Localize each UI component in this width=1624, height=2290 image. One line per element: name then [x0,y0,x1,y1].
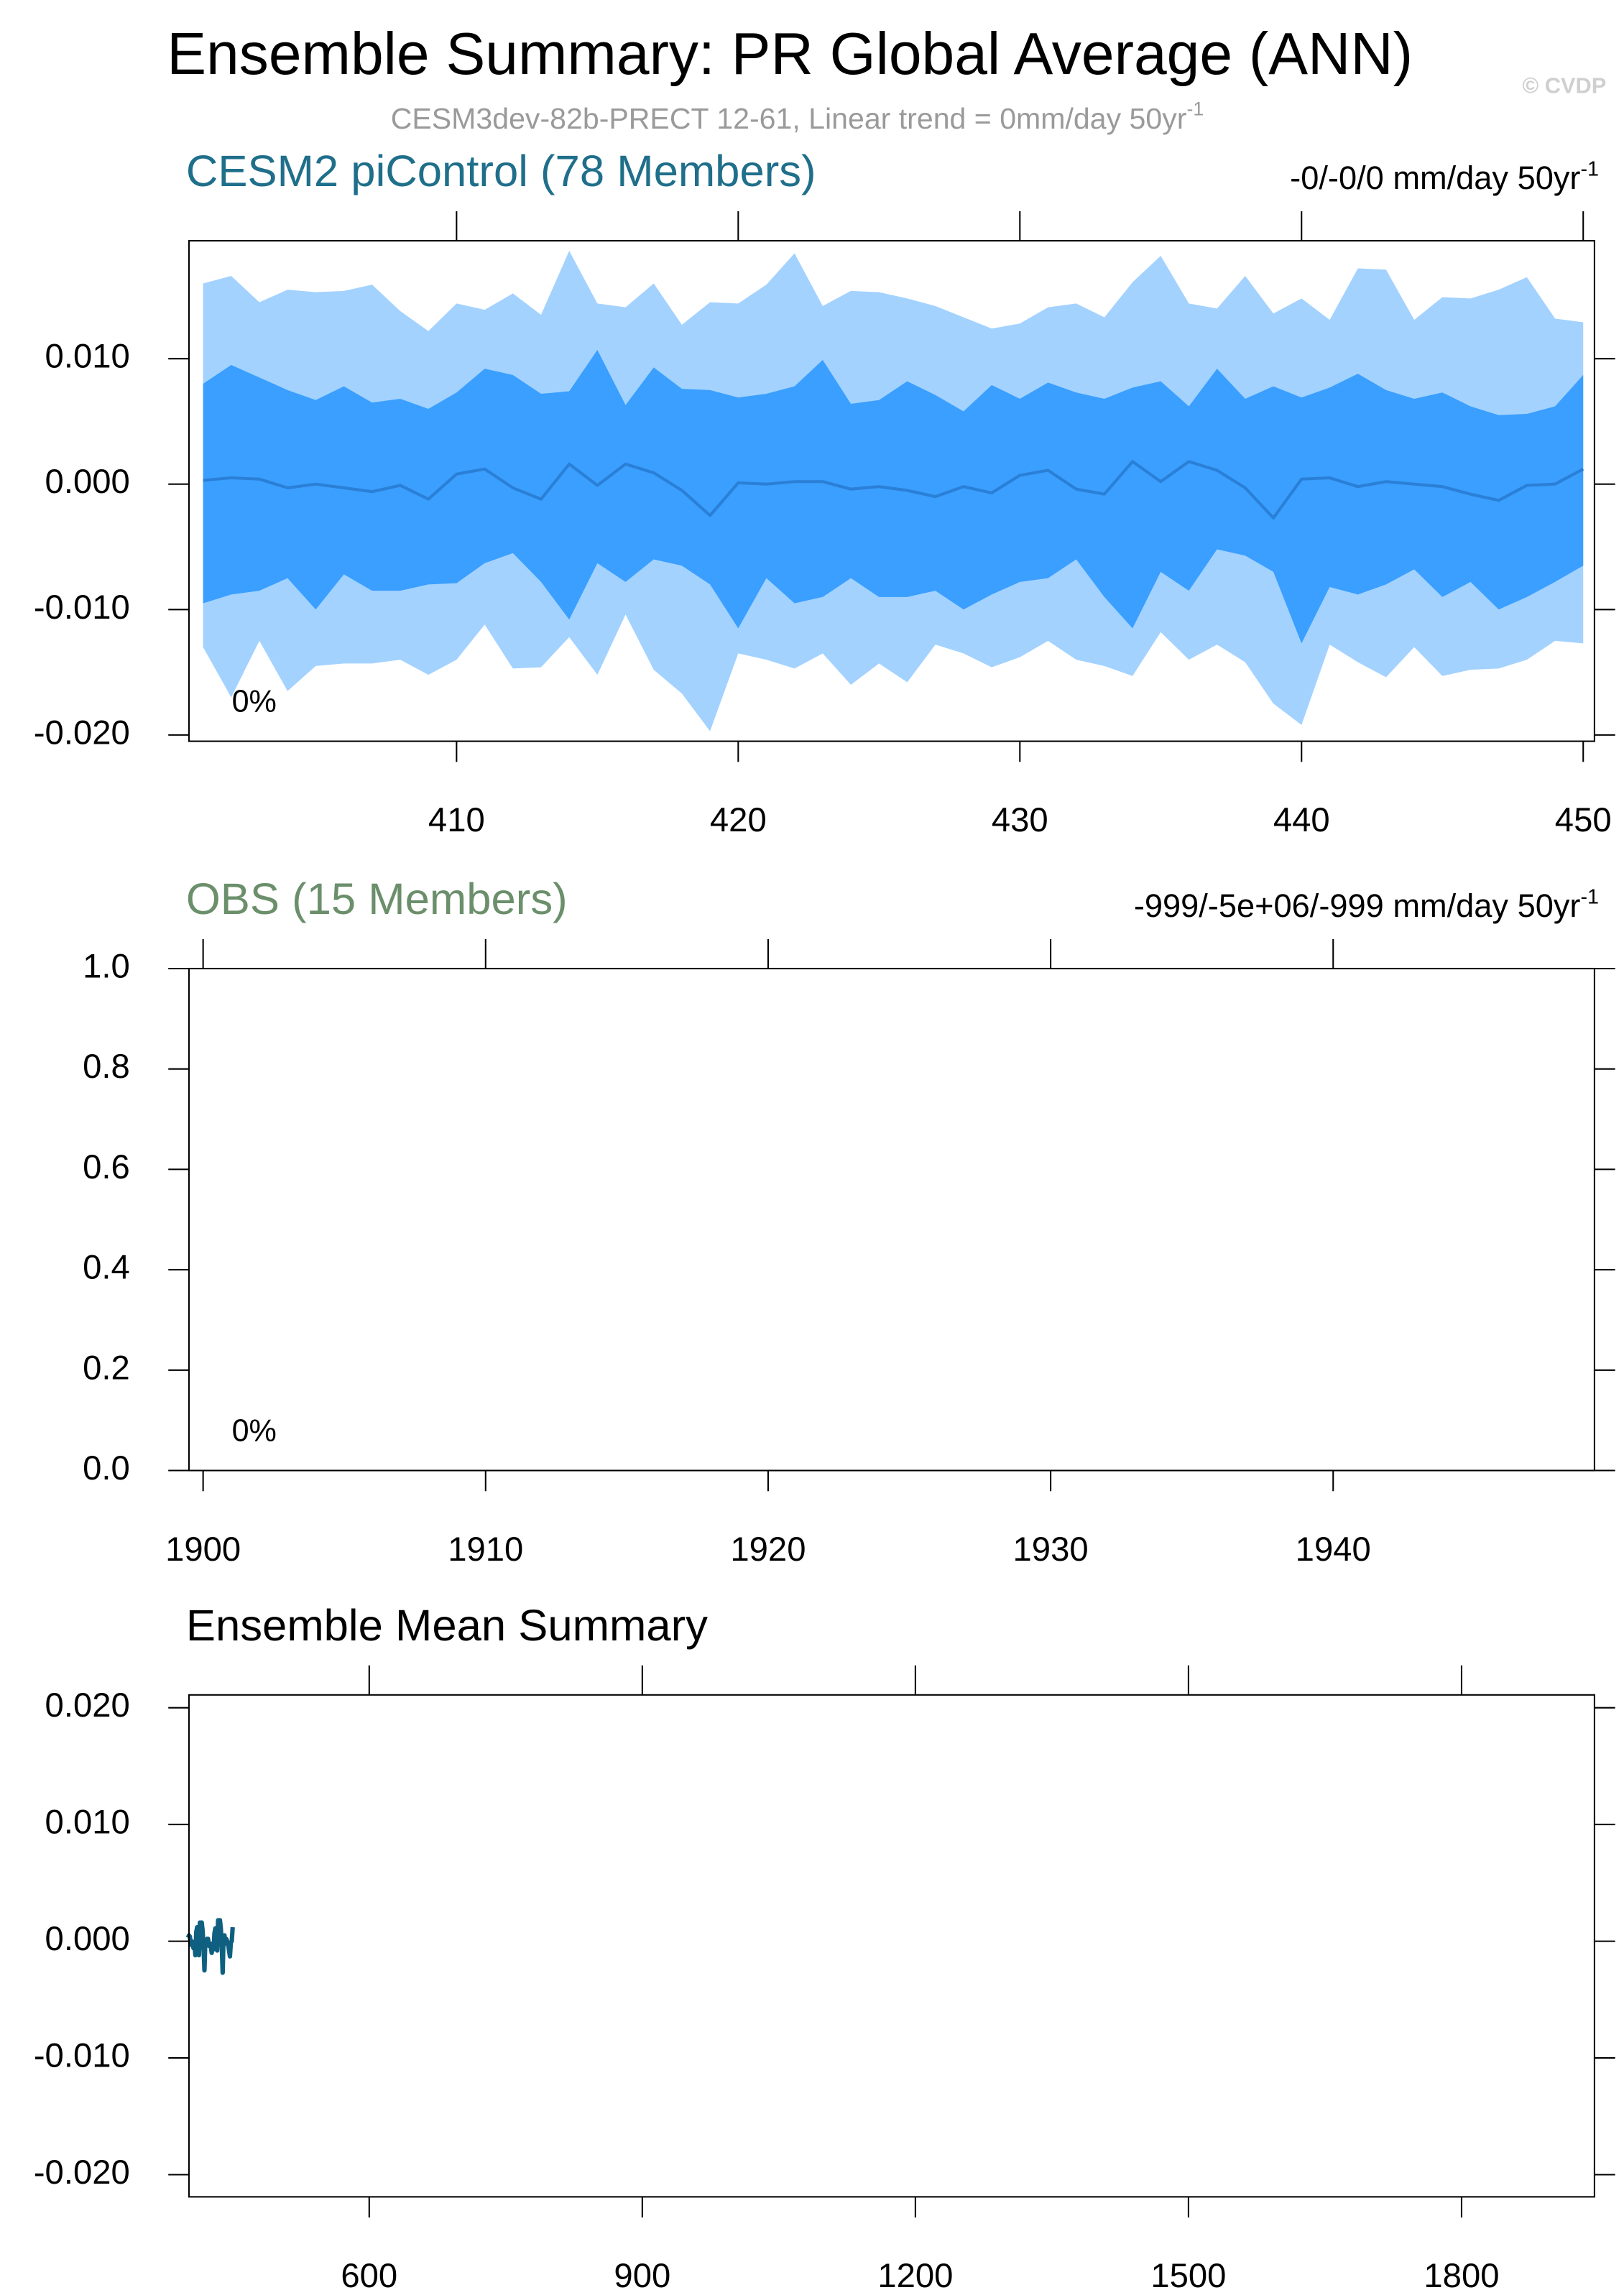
watermark: © CVDP [1523,73,1607,98]
y-tick-label: -0.020 [34,2153,130,2192]
panel-title: CESM2 piControl (78 Members) [186,147,816,196]
panel-title: Ensemble Mean Summary [186,1601,708,1650]
x-tick-label: 440 [1273,801,1330,839]
x-tick-label: 430 [992,801,1048,839]
plot-frame [188,967,1595,1472]
x-tick-label: 1200 [877,2257,953,2290]
plot-frame [188,240,1595,742]
y-tick-label: 0.020 [45,1686,130,1725]
y-tick-label: 0.2 [83,1349,130,1387]
panel: 0.020 0.010 0.000 -0.010 -0.020 600 900 1200 150… [34,1601,1615,2290]
y-tick-label: -0.010 [34,588,130,627]
subtitle: CESM3dev-82b-PRECT 12-61, Linear trend =… [391,98,1204,134]
plot-frame [188,1694,1595,2198]
x-tick-label: 420 [710,801,767,839]
y-tick-label: 0.000 [45,1920,130,1958]
x-tick-label: 900 [614,2257,670,2290]
mean-line [185,1918,235,1975]
y-tick-label: 0.000 [45,463,130,501]
y-tick-label: 0.010 [45,1804,130,1842]
trend-text: -0/-0/0 mm/day 50yr [1290,160,1580,196]
subtitle-sup: -1 [1186,98,1204,119]
x-tick-label: 1900 [165,1530,241,1569]
x-tick-label: 410 [428,801,485,839]
x-tick-label: 1920 [730,1530,806,1569]
x-tick-label: 1910 [448,1530,523,1569]
trend-label: -0/-0/0 mm/day 50yr-1 [1290,158,1599,196]
y-tick-label: 0.6 [83,1148,130,1186]
y-tick-label: -0.020 [34,714,130,752]
x-tick-label: 1930 [1013,1530,1089,1569]
x-tick-label: 1940 [1296,1530,1371,1569]
y-tick-label: 0.4 [83,1249,130,1287]
panel-title: OBS (15 Members) [186,874,568,924]
y-tick-label: 0.010 [45,338,130,376]
x-tick-label: 1800 [1424,2257,1499,2290]
title: Ensemble Summary: PR Global Average (ANN… [167,22,1413,87]
annotation: 0% [232,684,277,719]
trend-text: -999/-5e+06/-999 mm/day 50yr [1134,887,1581,924]
y-tick-label: 0.8 [83,1048,130,1086]
x-tick-label: 600 [341,2257,397,2290]
x-tick-label: 450 [1555,801,1612,839]
subtitle-text: CESM3dev-82b-PRECT 12-61, Linear trend =… [391,102,1187,135]
annotation: 0% [232,1413,277,1448]
trend-label: -999/-5e+06/-999 mm/day 50yr-1 [1134,886,1599,924]
y-tick-label: 1.0 [83,947,130,985]
y-tick-label: -0.010 [34,2037,130,2075]
x-tick-label: 1500 [1150,2257,1226,2290]
y-tick-label: 0.0 [83,1449,130,1487]
band [203,349,1584,644]
mean-line [203,460,1584,520]
panel: 0.010 0.000 -0.010 -0.020 410 420 430 440 450 CES… [34,147,1615,839]
panel: 1.0 0.8 0.6 0.4 0.2 0.0 1900 1910 1920 1930 1940 OB… [83,874,1615,1569]
trend-sup: -1 [1580,158,1599,181]
trend-sup: -1 [1580,886,1599,909]
